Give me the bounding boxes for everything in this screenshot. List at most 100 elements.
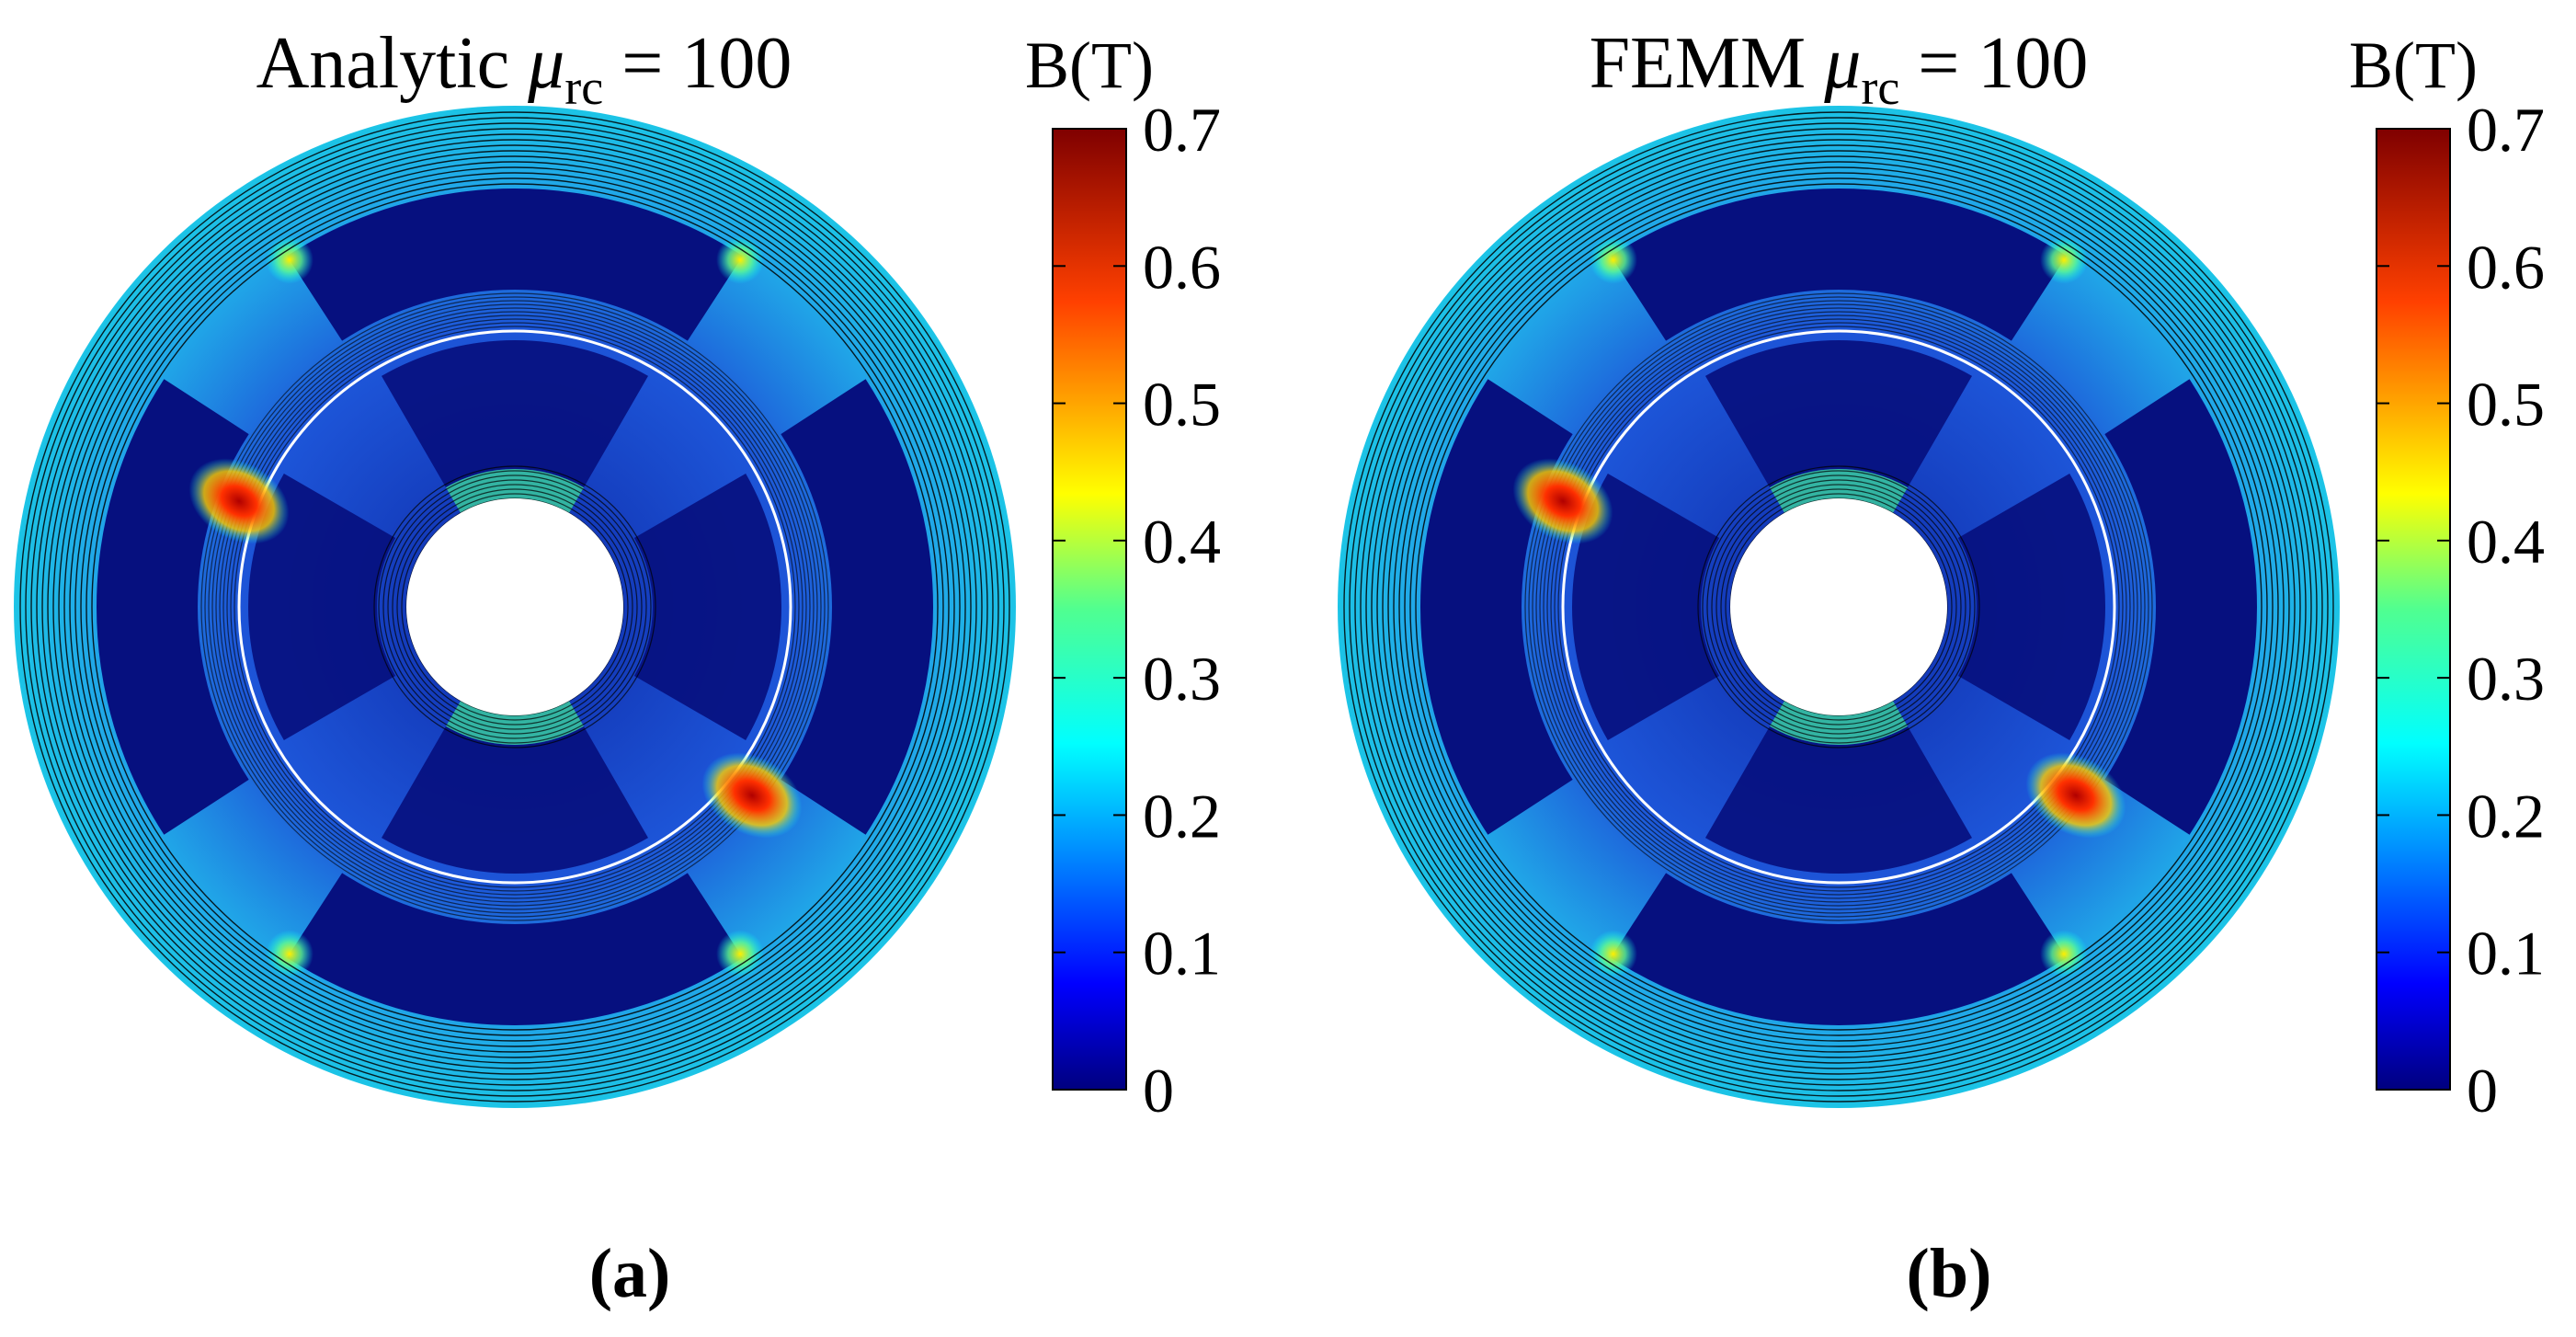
colorbar-tick-label: 0.3 — [1143, 644, 1221, 714]
panel-caption: (a) — [589, 1235, 671, 1312]
tooth-tip-flux — [265, 235, 313, 284]
flux-line — [208, 300, 822, 914]
colorbar-tick-label: 0.4 — [2467, 507, 2545, 577]
flux-line — [47, 139, 983, 1075]
flux-line — [1371, 139, 2307, 1075]
flux-line — [19, 111, 1010, 1103]
flux-line — [382, 474, 647, 739]
rotor-slot — [1705, 340, 1972, 488]
flux-line — [69, 161, 961, 1053]
colorbar-gradient — [1052, 128, 1127, 1091]
colorbar-tick-label: 0 — [1143, 1056, 1174, 1126]
colorbar-tick-label: 0.4 — [1143, 507, 1221, 577]
saturation-hotspot — [2025, 752, 2126, 839]
tooth-tip-flux — [716, 930, 765, 978]
flux-line — [387, 479, 643, 735]
saturation-hotspot — [701, 752, 803, 839]
airgap-circle — [1561, 329, 2116, 885]
flux-line — [1557, 326, 2120, 888]
flux-line — [1343, 111, 2334, 1103]
colorbar: B(T) 0.7 0.6 0.5 0.4 0.3 0.2 0.1 0 — [1025, 29, 1221, 1126]
flux-line — [1376, 144, 2301, 1069]
shaft-hole — [406, 498, 623, 715]
flux-line — [1702, 470, 1976, 744]
colorbar-tick-label: 0.5 — [2467, 370, 2545, 440]
colorbar-tick-label: 0.6 — [1143, 232, 1221, 302]
stator-slot — [287, 873, 743, 1025]
flux-line — [1398, 166, 2279, 1047]
tooth-tip-flux — [1589, 235, 1637, 284]
flux-line — [80, 172, 950, 1042]
flux-line — [36, 128, 994, 1086]
flux-line — [1697, 465, 1980, 748]
flux-line — [74, 166, 955, 1047]
shaft-hole — [1730, 498, 1947, 715]
flux-line — [378, 470, 652, 744]
panel-title: FEMM μrc = 100 — [1590, 23, 2089, 115]
colorbar-tick-label: 0.2 — [1143, 781, 1221, 851]
flux-line — [1715, 484, 1962, 730]
flux-line — [230, 322, 800, 892]
flux-line — [204, 296, 826, 918]
flux-line — [25, 117, 1005, 1097]
flux-line — [373, 465, 656, 748]
rotor-slot — [1705, 726, 1972, 874]
flux-line — [396, 488, 633, 726]
flux-line — [1725, 493, 1953, 721]
colorbar-tick-label: 0.3 — [2467, 644, 2545, 714]
flux-line — [1554, 322, 2124, 892]
flux-line — [401, 493, 629, 721]
flux-line — [58, 150, 972, 1064]
rotor-slot — [1957, 474, 2105, 740]
field-plot — [1338, 106, 2340, 1108]
rotor-slot — [248, 474, 396, 740]
flux-line — [1706, 474, 1971, 739]
rotor-slot — [633, 474, 781, 740]
colorbar-tick-label: 0 — [2467, 1056, 2498, 1126]
tooth-tip-flux — [716, 235, 765, 284]
stator-slot — [1611, 873, 2067, 1025]
colorbar-tick-label: 0.7 — [2467, 95, 2545, 165]
flux-line — [1354, 122, 2323, 1091]
rotor-slot — [1572, 474, 1720, 740]
flux-line — [1720, 488, 1957, 726]
panel-title: Analytic μrc = 100 — [256, 23, 792, 115]
flux-line — [200, 292, 829, 921]
colorbar-tick-label: 0.7 — [1143, 95, 1221, 165]
flux-line — [41, 133, 988, 1080]
flux-line — [1535, 303, 2142, 910]
colorbar-gradient — [2376, 128, 2451, 1091]
colorbar-tick-label: 0.1 — [2467, 919, 2545, 988]
flux-line — [1382, 150, 2296, 1064]
airgap-circle — [237, 329, 792, 885]
flux-line — [1550, 318, 2127, 896]
flux-line — [392, 484, 638, 730]
flux-line — [63, 155, 966, 1058]
flux-line — [1393, 161, 2285, 1053]
colorbar-tick-label: 0.1 — [1143, 919, 1221, 988]
flux-line — [1365, 133, 2312, 1080]
saturation-hotspot — [188, 458, 290, 544]
flux-line — [226, 318, 804, 896]
colorbar-label: B(T) — [1025, 29, 1154, 102]
flux-line — [215, 307, 815, 907]
stator-slot — [781, 379, 933, 835]
flux-line — [91, 183, 939, 1031]
tooth-tip-flux — [265, 930, 313, 978]
colorbar-tick-label: 0.6 — [2467, 232, 2545, 302]
flux-line — [1528, 296, 2149, 918]
flux-line — [1539, 307, 2138, 907]
flux-line — [1711, 479, 1966, 735]
flux-line — [30, 122, 999, 1091]
flux-line — [85, 177, 944, 1036]
stator-slot — [1611, 188, 2067, 341]
colorbar-label: B(T) — [2349, 29, 2478, 102]
stator-slot — [2104, 379, 2257, 835]
flux-line — [211, 303, 818, 910]
flux-line — [1415, 183, 2263, 1031]
tooth-tip-flux — [2040, 930, 2089, 978]
flux-line — [219, 311, 811, 903]
flux-line — [1546, 314, 2131, 899]
flux-line — [1524, 292, 2153, 921]
